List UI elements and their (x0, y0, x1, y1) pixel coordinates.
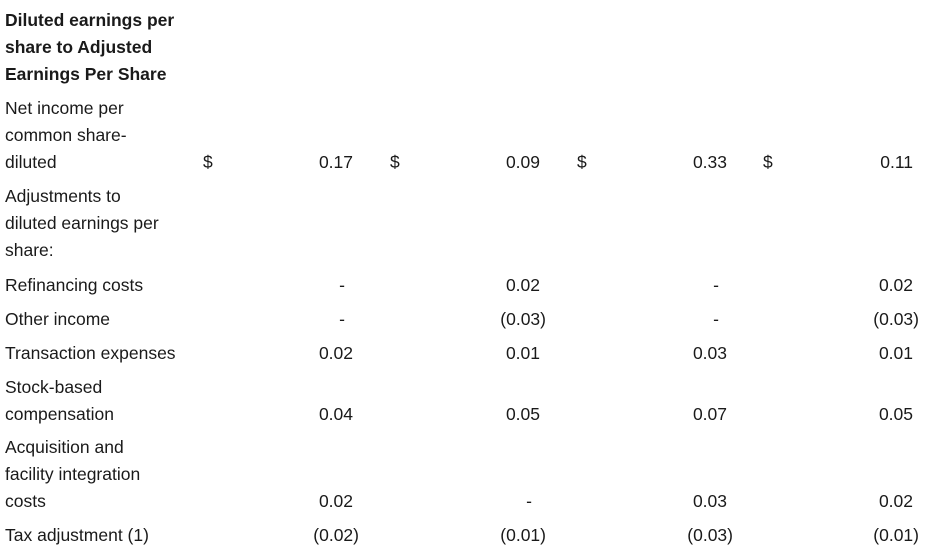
value-cell: (0.02) (203, 522, 359, 549)
value: 0.02 (878, 491, 913, 511)
row-label-line: share: (5, 240, 54, 260)
row-label-line: Net income per (5, 98, 124, 118)
value: - (339, 275, 345, 295)
value-cell: 0.02 (203, 488, 353, 515)
row-label-line: Acquisition and (5, 437, 124, 457)
row-label: Adjustments to diluted earnings per share: (5, 183, 195, 264)
value-cell: (0.03) (390, 306, 546, 333)
value-cell: $0.33 (577, 149, 727, 176)
row-label-line: Tax adjustment (1) (5, 525, 149, 545)
title-line: share to Adjusted (5, 37, 153, 57)
currency-symbol: $ (577, 152, 587, 172)
row-label: Other income (5, 306, 195, 333)
table-row: Stock-based compensation 0.04 0.05 0.07 0.05 (0, 374, 950, 428)
value-cell: $0.09 (390, 149, 540, 176)
table-row: Transaction expenses 0.02 0.01 0.03 0.01 (0, 340, 950, 367)
value-cell: 0.03 (577, 488, 727, 515)
row-label: Net income per common share-diluted (5, 95, 195, 176)
row-label-line: compensation (5, 404, 114, 424)
value: 0.09 (505, 152, 540, 172)
value-cell: - (390, 488, 540, 515)
row-label-line: diluted (5, 152, 57, 172)
value: (0.01) (873, 525, 919, 545)
row-label-line: facility integration (5, 464, 141, 484)
value: 0.04 (318, 404, 353, 424)
value-cell: 0.01 (763, 340, 913, 367)
value: (0.02) (313, 525, 359, 545)
value-cell: 0.02 (763, 272, 913, 299)
value-cell: $0.11 (763, 149, 913, 176)
value-cell: - (577, 306, 727, 333)
value: 0.03 (692, 343, 727, 363)
value-cell: 0.05 (763, 401, 913, 428)
value: 0.05 (878, 404, 913, 424)
row-label-line: diluted earnings per (5, 213, 159, 233)
value: 0.02 (318, 491, 353, 511)
value-cell: - (203, 306, 353, 333)
row-label: Tax adjustment (1) (5, 522, 195, 549)
value-cell: (0.01) (763, 522, 919, 549)
value: 0.02 (878, 275, 913, 295)
value-cell: 0.07 (577, 401, 727, 428)
value: 0.01 (878, 343, 913, 363)
value: (0.03) (687, 525, 733, 545)
row-label-line: Refinancing costs (5, 275, 144, 295)
title-line: Diluted earnings per (5, 10, 175, 30)
row-label: Refinancing costs (5, 272, 195, 299)
value: 0.02 (318, 343, 353, 363)
table-row: Acquisition and facility integration costs… (0, 434, 950, 515)
row-label: Acquisition and facility integration costs (5, 434, 195, 515)
value-cell: $0.17 (203, 149, 353, 176)
value-cell: 0.05 (390, 401, 540, 428)
value-cell: 0.01 (390, 340, 540, 367)
row-label-line: common share- (5, 125, 127, 145)
value: (0.01) (500, 525, 546, 545)
row-label-line: Adjustments to (5, 186, 121, 206)
value: - (339, 309, 345, 329)
value-cell: - (203, 272, 353, 299)
row-label-line: Other income (5, 309, 111, 329)
row-label-line: costs (5, 491, 46, 511)
value-cell: 0.03 (577, 340, 727, 367)
value: 0.01 (505, 343, 540, 363)
table-row: Tax adjustment (1) (0.02) (0.01) (0.03) (0.0… (0, 522, 950, 549)
value: - (526, 491, 532, 511)
row-label-line: Transaction expenses (5, 343, 176, 363)
value-cell: 0.02 (203, 340, 353, 367)
value-cell: - (577, 272, 727, 299)
value: 0.07 (692, 404, 727, 424)
row-label-line: Stock-based (5, 377, 103, 397)
table-title: Diluted earnings per share to Adjusted E… (0, 7, 950, 88)
value-cell: (0.03) (577, 522, 733, 549)
value: (0.03) (500, 309, 546, 329)
value: 0.33 (692, 152, 727, 172)
value: 0.11 (880, 152, 913, 172)
value: (0.03) (873, 309, 919, 329)
currency-symbol: $ (390, 152, 400, 172)
table-row: Adjustments to diluted earnings per share: (0, 183, 950, 264)
value-cell: 0.02 (763, 488, 913, 515)
currency-symbol: $ (203, 152, 213, 172)
value-cell: (0.03) (763, 306, 919, 333)
value: 0.05 (505, 404, 540, 424)
title-line: Earnings Per Share (5, 64, 167, 84)
value-cell: (0.01) (390, 522, 546, 549)
table-row: Refinancing costs - 0.02 - 0.02 (0, 272, 950, 299)
row-label: Transaction expenses (5, 340, 195, 367)
row-label: Stock-based compensation (5, 374, 195, 428)
value: - (713, 275, 719, 295)
value: 0.03 (692, 491, 727, 511)
value-cell: 0.04 (203, 401, 353, 428)
table-row: Net income per common share-diluted $0.17 $… (0, 95, 950, 176)
table-row: Other income - (0.03) - (0.03) (0, 306, 950, 333)
value: 0.17 (318, 152, 353, 172)
value-cell: 0.02 (390, 272, 540, 299)
value: - (713, 309, 719, 329)
currency-symbol: $ (763, 152, 773, 172)
value: 0.02 (505, 275, 540, 295)
